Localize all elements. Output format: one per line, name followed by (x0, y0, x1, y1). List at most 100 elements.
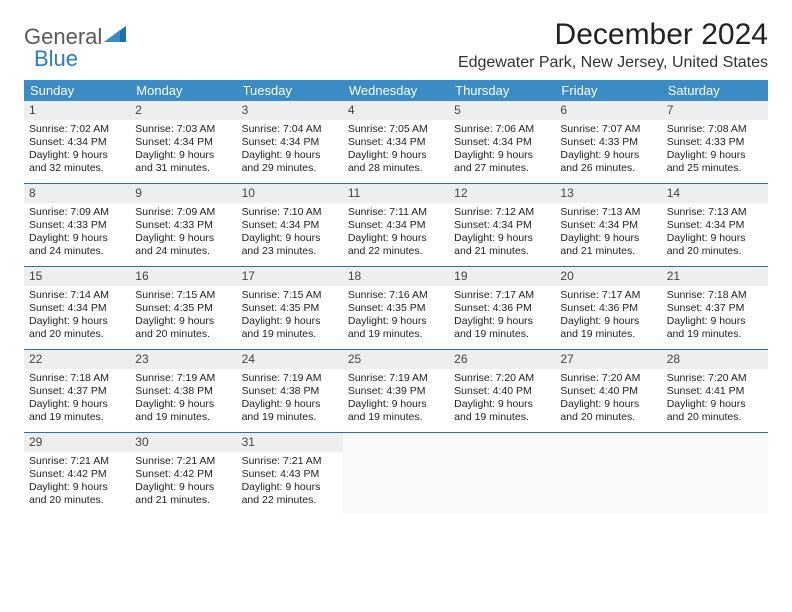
day-number: 17 (237, 267, 343, 286)
calendar-day: 2Sunrise: 7:03 AMSunset: 4:34 PMDaylight… (130, 101, 236, 183)
day-details: Sunrise: 7:12 AMSunset: 4:34 PMDaylight:… (449, 203, 555, 264)
daylight-line: Daylight: 9 hours and 19 minutes. (348, 315, 444, 341)
sunrise-line: Sunrise: 7:21 AM (242, 455, 338, 468)
sunrise-line: Sunrise: 7:20 AM (560, 372, 656, 385)
sunrise-line: Sunrise: 7:20 AM (667, 372, 763, 385)
sunset-line: Sunset: 4:34 PM (29, 302, 125, 315)
day-details: Sunrise: 7:18 AMSunset: 4:37 PMDaylight:… (24, 369, 130, 430)
day-details: Sunrise: 7:20 AMSunset: 4:41 PMDaylight:… (662, 369, 768, 430)
sunset-line: Sunset: 4:41 PM (667, 385, 763, 398)
calendar-day: 28Sunrise: 7:20 AMSunset: 4:41 PMDayligh… (662, 350, 768, 432)
day-details: Sunrise: 7:02 AMSunset: 4:34 PMDaylight:… (24, 120, 130, 181)
daylight-line: Daylight: 9 hours and 20 minutes. (667, 232, 763, 258)
day-details: Sunrise: 7:21 AMSunset: 4:42 PMDaylight:… (24, 452, 130, 513)
sunset-line: Sunset: 4:34 PM (242, 136, 338, 149)
daylight-line: Daylight: 9 hours and 19 minutes. (135, 398, 231, 424)
day-details: Sunrise: 7:15 AMSunset: 4:35 PMDaylight:… (237, 286, 343, 347)
daylight-line: Daylight: 9 hours and 24 minutes. (29, 232, 125, 258)
sunrise-line: Sunrise: 7:18 AM (667, 289, 763, 302)
calendar-day: 17Sunrise: 7:15 AMSunset: 4:35 PMDayligh… (237, 267, 343, 349)
daylight-line: Daylight: 9 hours and 25 minutes. (667, 149, 763, 175)
day-details: Sunrise: 7:15 AMSunset: 4:35 PMDaylight:… (130, 286, 236, 347)
daylight-line: Daylight: 9 hours and 22 minutes. (242, 481, 338, 507)
brand-triangle-icon (102, 24, 128, 44)
day-number: 30 (130, 433, 236, 452)
daylight-line: Daylight: 9 hours and 19 minutes. (560, 315, 656, 341)
daylight-line: Daylight: 9 hours and 19 minutes. (348, 398, 444, 424)
calendar-day: 24Sunrise: 7:19 AMSunset: 4:38 PMDayligh… (237, 350, 343, 432)
location-text: Edgewater Park, New Jersey, United State… (458, 54, 768, 72)
sunset-line: Sunset: 4:34 PM (348, 136, 444, 149)
sunset-line: Sunset: 4:36 PM (560, 302, 656, 315)
sunrise-line: Sunrise: 7:19 AM (242, 372, 338, 385)
day-number: 22 (24, 350, 130, 369)
sunset-line: Sunset: 4:38 PM (242, 385, 338, 398)
day-details: Sunrise: 7:09 AMSunset: 4:33 PMDaylight:… (24, 203, 130, 264)
calendar-week: 8Sunrise: 7:09 AMSunset: 4:33 PMDaylight… (24, 184, 768, 267)
sunset-line: Sunset: 4:35 PM (348, 302, 444, 315)
daylight-line: Daylight: 9 hours and 20 minutes. (29, 481, 125, 507)
sunset-line: Sunset: 4:35 PM (242, 302, 338, 315)
day-number: 4 (343, 101, 449, 120)
sunset-line: Sunset: 4:42 PM (135, 468, 231, 481)
calendar-week: 29Sunrise: 7:21 AMSunset: 4:42 PMDayligh… (24, 433, 768, 515)
calendar-day: 4Sunrise: 7:05 AMSunset: 4:34 PMDaylight… (343, 101, 449, 183)
sunset-line: Sunset: 4:37 PM (29, 385, 125, 398)
daylight-line: Daylight: 9 hours and 21 minutes. (454, 232, 550, 258)
day-number: 29 (24, 433, 130, 452)
sunrise-line: Sunrise: 7:11 AM (348, 206, 444, 219)
calendar-day: 16Sunrise: 7:15 AMSunset: 4:35 PMDayligh… (130, 267, 236, 349)
day-number: 16 (130, 267, 236, 286)
calendar: SundayMondayTuesdayWednesdayThursdayFrid… (24, 80, 768, 515)
weekday-header: Sunday (24, 80, 130, 101)
daylight-line: Daylight: 9 hours and 29 minutes. (242, 149, 338, 175)
day-number: 5 (449, 101, 555, 120)
day-number: 8 (24, 184, 130, 203)
day-details: Sunrise: 7:04 AMSunset: 4:34 PMDaylight:… (237, 120, 343, 181)
day-number: 11 (343, 184, 449, 203)
day-number: 7 (662, 101, 768, 120)
calendar-week: 22Sunrise: 7:18 AMSunset: 4:37 PMDayligh… (24, 350, 768, 433)
daylight-line: Daylight: 9 hours and 21 minutes. (135, 481, 231, 507)
sunrise-line: Sunrise: 7:03 AM (135, 123, 231, 136)
sunrise-line: Sunrise: 7:09 AM (29, 206, 125, 219)
daylight-line: Daylight: 9 hours and 28 minutes. (348, 149, 444, 175)
daylight-line: Daylight: 9 hours and 20 minutes. (29, 315, 125, 341)
day-details: Sunrise: 7:05 AMSunset: 4:34 PMDaylight:… (343, 120, 449, 181)
sunset-line: Sunset: 4:40 PM (560, 385, 656, 398)
calendar-day: 31Sunrise: 7:21 AMSunset: 4:43 PMDayligh… (237, 433, 343, 515)
sunrise-line: Sunrise: 7:08 AM (667, 123, 763, 136)
sunrise-line: Sunrise: 7:13 AM (667, 206, 763, 219)
daylight-line: Daylight: 9 hours and 32 minutes. (29, 149, 125, 175)
day-number: 15 (24, 267, 130, 286)
day-details: Sunrise: 7:19 AMSunset: 4:39 PMDaylight:… (343, 369, 449, 430)
day-details: Sunrise: 7:20 AMSunset: 4:40 PMDaylight:… (449, 369, 555, 430)
sunrise-line: Sunrise: 7:20 AM (454, 372, 550, 385)
sunset-line: Sunset: 4:36 PM (454, 302, 550, 315)
daylight-line: Daylight: 9 hours and 19 minutes. (454, 315, 550, 341)
calendar-day: 26Sunrise: 7:20 AMSunset: 4:40 PMDayligh… (449, 350, 555, 432)
sunrise-line: Sunrise: 7:19 AM (348, 372, 444, 385)
sunrise-line: Sunrise: 7:18 AM (29, 372, 125, 385)
calendar-day: 12Sunrise: 7:12 AMSunset: 4:34 PMDayligh… (449, 184, 555, 266)
sunrise-line: Sunrise: 7:15 AM (242, 289, 338, 302)
sunset-line: Sunset: 4:33 PM (135, 219, 231, 232)
calendar-week: 1Sunrise: 7:02 AMSunset: 4:34 PMDaylight… (24, 101, 768, 184)
sunset-line: Sunset: 4:34 PM (560, 219, 656, 232)
sunset-line: Sunset: 4:33 PM (29, 219, 125, 232)
daylight-line: Daylight: 9 hours and 20 minutes. (135, 315, 231, 341)
weekday-header: Thursday (449, 80, 555, 101)
day-number: 23 (130, 350, 236, 369)
weekday-header: Wednesday (343, 80, 449, 101)
sunset-line: Sunset: 4:37 PM (667, 302, 763, 315)
sunrise-line: Sunrise: 7:09 AM (135, 206, 231, 219)
day-number: 18 (343, 267, 449, 286)
sunset-line: Sunset: 4:38 PM (135, 385, 231, 398)
calendar-day: 14Sunrise: 7:13 AMSunset: 4:34 PMDayligh… (662, 184, 768, 266)
day-details: Sunrise: 7:03 AMSunset: 4:34 PMDaylight:… (130, 120, 236, 181)
day-number: 12 (449, 184, 555, 203)
day-details: Sunrise: 7:11 AMSunset: 4:34 PMDaylight:… (343, 203, 449, 264)
day-number: 31 (237, 433, 343, 452)
day-details: Sunrise: 7:13 AMSunset: 4:34 PMDaylight:… (555, 203, 661, 264)
sunset-line: Sunset: 4:35 PM (135, 302, 231, 315)
